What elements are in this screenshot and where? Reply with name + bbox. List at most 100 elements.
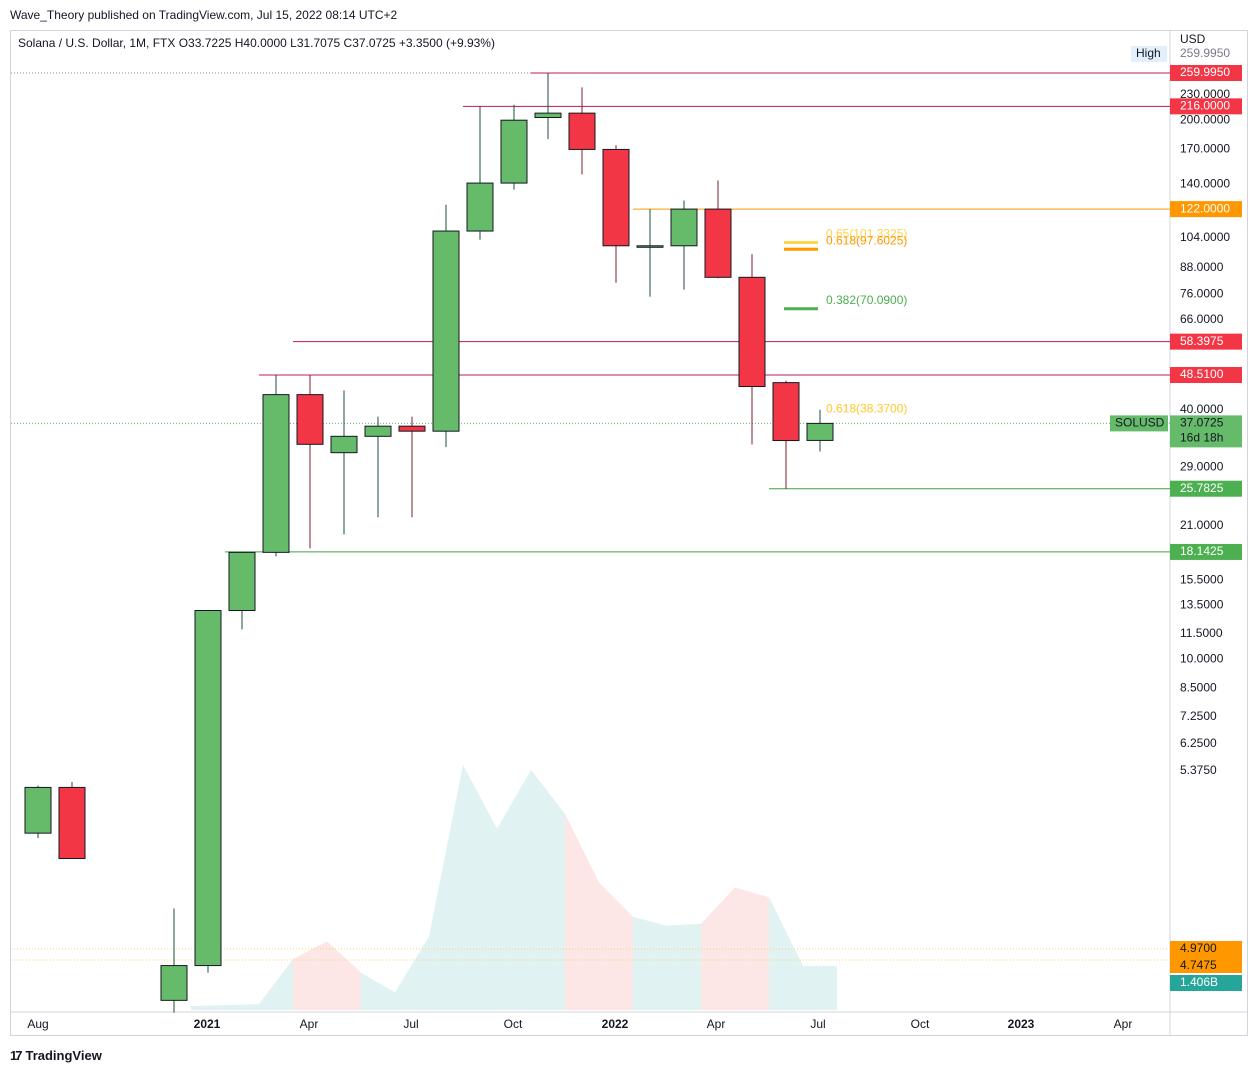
price-tick-label: 11.5000 [1180,626,1223,640]
candle-body-2022-02[interactable] [636,245,664,248]
time-tick-Apr: Apr [707,1017,726,1031]
volume-segment [497,769,531,1010]
candle-body-2021-10[interactable] [500,119,528,184]
volume-badge: 1.406B [1180,975,1218,989]
price-badge-18.1425: 18.1425 [1180,544,1224,558]
candle-body-2020-08[interactable] [24,786,52,834]
volume-segment [395,936,429,1010]
time-tick-Oct: Oct [504,1017,523,1031]
time-tick-Apr: Apr [300,1017,319,1031]
candle-body-2021-01[interactable] [194,610,222,967]
time-tick-Oct: Oct [911,1017,930,1031]
price-badge-259.9950: 259.9950 [1180,65,1230,79]
time-tick-Apr: Apr [1114,1017,1133,1031]
time-tick-2023: 2023 [1008,1017,1035,1031]
candle-body-2021-07[interactable] [398,425,426,432]
candle-body-2020-09[interactable] [58,786,86,860]
volume-segment [361,972,395,1010]
price-tick-label: 200.0000 [1180,112,1230,126]
price-tick-label: 40.0000 [1180,402,1224,416]
price-badge-216.0000: 216.0000 [1180,99,1230,113]
candle-body-2021-05[interactable] [330,435,358,454]
candle-body-2021-06[interactable] [364,425,392,437]
price-tick-label: 8.5000 [1180,680,1217,694]
volume-segment [599,882,633,1010]
last-price-badge: 37.0725 [1180,416,1224,430]
candle-body-2022-07[interactable] [806,422,834,441]
price-tick-label: 170.0000 [1180,142,1230,156]
high-tag-bg [1131,46,1167,62]
last-price-badge-bg [1170,415,1242,448]
time-tick-2021: 2021 [194,1017,221,1031]
time-tick-Jul: Jul [403,1017,418,1031]
volume-segment [429,765,463,1010]
symbol-badge-bg [1110,415,1168,432]
volume-segment [191,1005,225,1010]
price-tick-label: 140.0000 [1180,177,1230,191]
price-tick-label: 10.0000 [1180,651,1224,665]
volume-badge-bg [1170,975,1242,991]
publish-info: Wave_Theory published on TradingView.com… [10,8,398,22]
price-badge-bg [1170,367,1242,384]
price-tick-label: 29.0000 [1180,460,1224,474]
price-badge-48.5100: 48.5100 [1180,367,1224,381]
candle-body-2021-04[interactable] [296,394,324,445]
candle-body-2021-02[interactable] [228,551,256,612]
candle-body-2020-12[interactable] [160,965,188,1001]
countdown-badge: 16d 18h [1180,431,1223,445]
volume-segment [225,1004,259,1010]
price-badge-bg [1170,543,1242,560]
candle-body-2021-11[interactable] [534,112,562,119]
price-tick-label: 230.0000 [1180,87,1230,101]
candle-body-2021-09[interactable] [466,182,494,232]
volume-level-badge-bg [1170,941,1242,973]
high-tag: High [1136,46,1161,60]
fib-label: 0.618(97.6025) [826,233,907,247]
volume-segment [701,887,735,1010]
volume-segment [327,941,361,1010]
fib-label: 0.618(38.3700) [826,401,907,415]
volume-segment [633,916,667,1010]
fib-label: 0.65(101.3325) [826,227,907,241]
tradingview-logo-text: TradingView [25,1048,102,1063]
candle-body-2021-12[interactable] [568,112,596,150]
currency-label: USD [1180,32,1206,46]
price-tick-label: 13.5000 [1180,597,1224,611]
time-tick-2022: 2022 [602,1017,629,1031]
volume-segment [565,814,599,1010]
volume-segment [259,959,293,1010]
time-tick-Jul: Jul [810,1017,825,1031]
price-tick-label: 7.2500 [1180,709,1217,723]
volume-segment [769,897,803,1010]
candle-body-2022-04[interactable] [704,208,732,278]
symbol-legend: Solana / U.S. Dollar, 1M, FTX O33.7225 H… [18,36,495,50]
volume-segment [531,769,565,1010]
price-tick-label: 5.3750 [1180,763,1217,777]
fib-label: 0.618(38.3700) [826,401,907,415]
volume-segment [463,765,497,1010]
chart-frame [10,30,1248,1036]
price-badge-bg [1170,333,1242,350]
price-tick-label: 15.5000 [1180,572,1224,586]
time-tick-Aug: Aug [27,1017,48,1031]
price-tick-label: 6.2500 [1180,736,1217,750]
fib-label: 0.382(70.0900) [826,293,907,307]
price-tick-label: 104.0000 [1180,230,1230,244]
candle-body-2022-03[interactable] [670,208,698,247]
price-tick-label: 21.0000 [1180,518,1224,532]
candle-body-2021-03[interactable] [262,394,290,553]
candle-body-2022-06[interactable] [772,382,800,442]
price-badge-58.3975: 58.3975 [1180,334,1224,348]
tradingview-logo-icon: 17 [10,1048,23,1063]
volume-level-2: 4.7475 [1180,958,1217,972]
candle-body-2022-01[interactable] [602,148,630,247]
candle-body-2022-05[interactable] [738,276,766,388]
candle-body-2021-08[interactable] [432,230,460,432]
price-badge-bg [1170,98,1242,115]
volume-segment [803,965,837,1010]
price-tick-label: 88.0000 [1180,260,1224,274]
tradingview-logo[interactable]: 17 TradingView [10,1048,102,1063]
high-value-label: 259.9950 [1180,46,1230,60]
price-tick-label: 66.0000 [1180,312,1224,326]
